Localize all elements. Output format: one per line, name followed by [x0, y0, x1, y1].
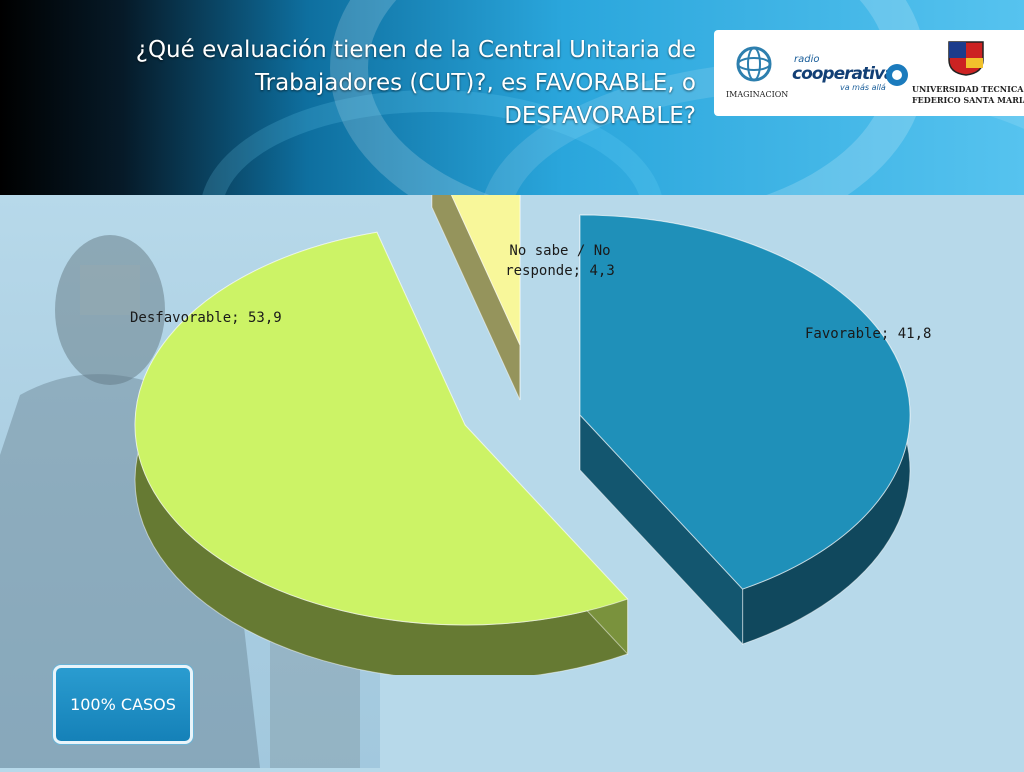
- tagline-text: va más allá: [840, 83, 886, 92]
- data-label-favorable: Favorable; 41,8: [805, 326, 931, 342]
- logos-panel: IMAGINACION radio cooperativa va más all…: [714, 30, 1024, 116]
- utfsm-line1: UNIVERSIDAD TECNICA: [912, 84, 1024, 94]
- swoosh-icon: [886, 64, 908, 86]
- cases-badge: 100% CASOS: [53, 665, 193, 744]
- slide-title: ¿Qué evaluación tienen de la Central Uni…: [135, 37, 696, 129]
- header-banner: ¿Qué evaluación tienen de la Central Uni…: [0, 0, 1024, 195]
- cooperativa-logo: radio cooperativa va más allá: [792, 52, 910, 98]
- utfsm-line2: FEDERICO SANTA MARIA: [912, 95, 1024, 105]
- pie-chart: Favorable; 41,8 Desfavorable; 53,9 No sabe…: [130, 195, 931, 675]
- data-label-desfavorable: Desfavorable; 53,9: [130, 310, 282, 326]
- globe-icon: [736, 46, 772, 82]
- shield-icon: [948, 41, 984, 76]
- pie-slice-no-sabe-no-responde: [431, 195, 521, 401]
- data-label-no-sabe-no-responde: No sabe / No responde; 4,3: [505, 243, 615, 279]
- imaginacion-text: IMAGINACION: [726, 90, 789, 99]
- pie-slice-favorable: [579, 214, 911, 646]
- cooperativa-text: cooperativa: [792, 64, 895, 84]
- radio-text: radio: [794, 54, 820, 65]
- pie-slice-desfavorable: [134, 231, 629, 675]
- utfsm-logo: UNIVERSIDAD TECNICA FEDERICO SANTA MARIA: [910, 40, 1024, 110]
- cases-label: 100% CASOS: [70, 695, 176, 714]
- imaginacion-logo: IMAGINACION: [724, 38, 796, 110]
